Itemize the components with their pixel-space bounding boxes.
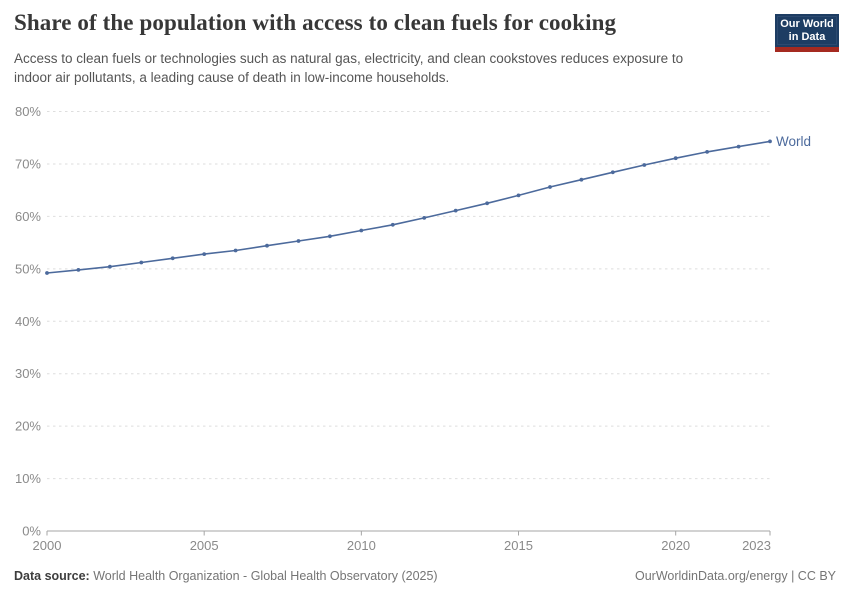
data-point[interactable]	[296, 239, 301, 243]
data-point[interactable]	[673, 156, 678, 161]
data-point[interactable]	[139, 260, 144, 265]
owid-logo-line2: in Data	[788, 30, 826, 43]
page-title: Share of the population with access to c…	[14, 10, 617, 35]
x-tick-label: 2023	[742, 538, 771, 553]
footer-link[interactable]: OurWorldinData.org/energy | CC BY	[634, 569, 836, 583]
data-source: Data source: World Health Organization -…	[14, 569, 438, 583]
y-tick-label: 50%	[15, 261, 41, 276]
data-point[interactable]	[265, 243, 269, 248]
data-point[interactable]	[453, 208, 458, 213]
data-point[interactable]	[736, 144, 741, 149]
data-point[interactable]	[359, 228, 364, 233]
data-source-text: World Health Organization - Global Healt…	[93, 569, 438, 583]
data-point[interactable]	[768, 139, 772, 144]
data-point[interactable]	[579, 177, 584, 182]
y-tick-label: 60%	[15, 209, 41, 224]
data-point[interactable]	[108, 264, 112, 269]
data-point[interactable]	[516, 193, 521, 198]
y-tick-label: 80%	[15, 104, 41, 119]
x-tick-label: 2010	[347, 538, 376, 553]
data-point[interactable]	[170, 256, 175, 261]
y-tick-label: 70%	[15, 156, 41, 171]
owid-logo[interactable]: Our World in Data	[775, 14, 839, 52]
y-tick-label: 20%	[15, 419, 41, 434]
data-point[interactable]	[45, 271, 49, 275]
data-point[interactable]	[642, 163, 647, 167]
data-point[interactable]	[705, 150, 709, 154]
x-tick-label: 2015	[504, 538, 533, 553]
data-point[interactable]	[233, 248, 238, 253]
y-tick-label: 30%	[15, 366, 41, 381]
owid-logo-line1: Our World	[780, 17, 834, 30]
data-source-label: Data source:	[14, 569, 90, 583]
x-tick-label: 2005	[190, 538, 219, 553]
x-tick-label: 2020	[661, 538, 690, 553]
chart-footer: Data source: World Health Organization -…	[14, 569, 836, 583]
series-end-label[interactable]: World	[776, 134, 811, 149]
y-tick-label: 10%	[15, 471, 41, 486]
y-tick-label: 40%	[15, 314, 41, 329]
y-tick-label: 0%	[22, 524, 41, 539]
data-point[interactable]	[328, 234, 332, 239]
data-point[interactable]	[548, 185, 552, 189]
x-tick-label: 2000	[33, 538, 62, 553]
data-point[interactable]	[422, 216, 427, 220]
world-series-line[interactable]	[46, 140, 771, 274]
data-point[interactable]	[610, 170, 615, 175]
data-point[interactable]	[485, 201, 489, 206]
data-point[interactable]	[76, 268, 81, 272]
chart-subtitle: Access to clean fuels or technologies su…	[14, 51, 684, 85]
data-point[interactable]	[390, 222, 395, 227]
data-point[interactable]	[202, 252, 207, 256]
